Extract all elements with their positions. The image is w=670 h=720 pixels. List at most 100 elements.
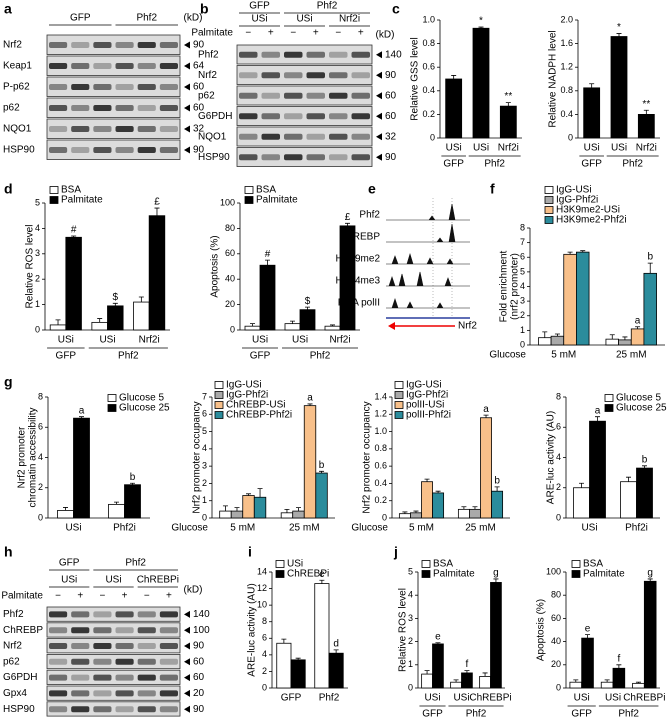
track-label: ChREBP [340,232,380,243]
y-axis-label: Apoptosis (%) [536,599,547,661]
bar [259,264,276,331]
significance-label: a [307,393,313,404]
error-bar [63,507,68,511]
blot-band [137,706,156,713]
legend-swatch [214,411,224,419]
y-axis-label: Relative ROS level [25,225,36,309]
legend-swatch [604,394,614,402]
group-label: GFP [581,159,602,170]
bar [563,253,577,346]
y-tick-label: 0 [408,682,413,692]
kd-label: 60 [193,656,205,667]
kd-marker [376,51,382,59]
blot-subgroup-label: USi [251,14,267,25]
bar [324,325,341,331]
blot-row-label: Gpx4 [3,688,27,699]
x-tick-label: Nrf2i [329,335,350,346]
bar [124,484,141,519]
blot-group-label: GFP [59,558,80,569]
panel-label: i [248,544,252,560]
kd-marker [184,41,190,49]
y-tick-label: 2 [520,310,525,320]
blot-band [71,674,90,681]
y-axis-label: Relative ROS level [398,588,409,672]
error-bar [647,578,653,582]
blot-band [71,706,90,713]
blot-band [71,63,90,69]
blot-band [93,42,112,48]
bar [499,105,517,139]
unit-label: (kD) [376,30,395,41]
x-axis-label: Glucose [351,523,388,534]
error-bar [284,508,290,513]
error-bar [295,507,301,512]
x-tick-label: 25 mM [616,350,647,361]
blot-band [306,133,325,140]
blot-band [49,690,68,697]
track-label: Phf2 [359,210,380,221]
blot-band [351,133,370,140]
blot-strip [46,654,181,670]
significance-label: a [79,405,85,416]
significance-label: # [71,225,77,236]
kd-marker [376,153,382,161]
significance-label: * [479,16,483,27]
error-bar [435,490,441,493]
legend-swatch [394,381,404,389]
blot-band [71,126,90,132]
legend-swatch [571,560,581,568]
y-tick-label: 4 [262,649,267,659]
significance-label: # [265,249,271,260]
blot-band [71,643,90,649]
blot-band [329,133,348,140]
x-tick-label: USi [473,143,489,154]
treatment-sign: + [358,28,364,39]
blot-band [49,147,68,153]
blot-band [159,690,178,697]
group-label: Phf2 [466,709,487,720]
blot-row-label: P-p62 [3,82,30,93]
blot-strip [46,34,181,55]
bar [315,472,328,519]
y-tick-label: 7 [520,237,525,247]
x-tick-label: 25 mM [465,523,496,534]
y-tick-label: 8 [38,391,43,401]
blot-band [49,611,68,618]
kd-label: 64 [193,61,205,72]
track-signal [386,203,470,221]
blot-band [49,42,68,48]
bar [573,487,590,519]
y-tick-label: 80 [225,223,235,233]
significance-label: b [647,252,653,263]
blot-band [93,611,112,618]
blot-band [261,72,280,79]
y-axis-label: Nrf2 promoter [17,426,28,488]
x-tick-label: USi [65,523,81,534]
blot-band [329,154,348,161]
error-bar [307,403,313,406]
blot-band [261,154,280,161]
legend-label: USi [287,559,303,570]
blot-row-label: HSP90 [198,152,230,163]
y-tick-label: 3 [408,613,413,623]
y-tick-label: 60 [225,248,235,258]
x-tick-label: USi [292,335,308,346]
bar [292,510,305,519]
x-tick-label: USi [58,335,74,346]
y-tick-label: 0 [38,512,43,522]
blot-band [71,105,90,111]
legend-label: Palmitate [61,195,103,206]
group-label: GFP [422,709,443,720]
kd-marker [184,658,190,666]
blot-row-label: Nrf2 [3,641,22,652]
legend-label: BSA [61,185,81,196]
blot-band [137,42,156,48]
bar [550,335,565,346]
y-axis-label: Apoptosis (%) [210,235,221,297]
blot-band [329,92,348,99]
gene-label: Nrf2 [458,321,477,332]
group-label: GFP [443,159,464,170]
error-bar [585,634,591,639]
blot-band [115,658,134,665]
legend-swatch [214,401,224,409]
